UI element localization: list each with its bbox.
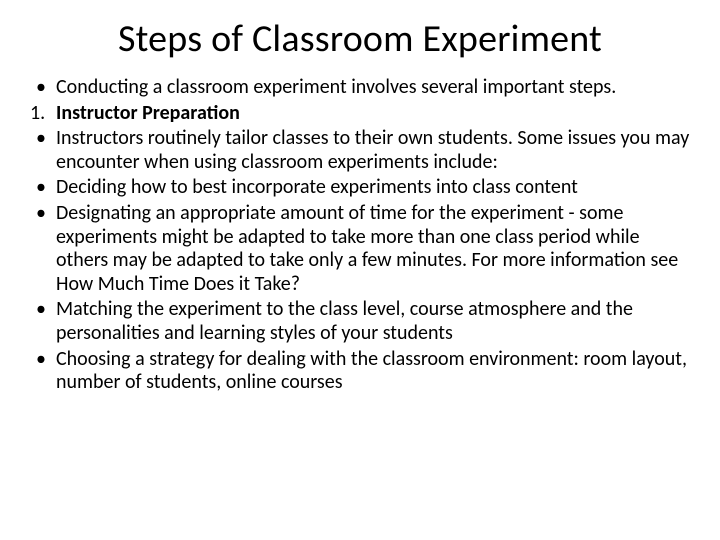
list-item-text: Choosing a strategy for dealing with the… <box>56 348 690 395</box>
list-item: Deciding how to best incorporate experim… <box>30 176 690 200</box>
bullet-icon <box>30 298 56 345</box>
list-item: 1. Instructor Preparation <box>30 102 690 126</box>
bullet-icon <box>30 76 56 100</box>
bullet-icon <box>30 127 56 174</box>
list-item: Conducting a classroom experiment involv… <box>30 76 690 100</box>
list-item-text: Instructors routinely tailor classes to … <box>56 127 690 174</box>
bullet-icon <box>30 348 56 395</box>
list-item: Designating an appropriate amount of tim… <box>30 202 690 296</box>
list-item-text: Designating an appropriate amount of tim… <box>56 202 690 296</box>
list-number: 1. <box>30 102 56 126</box>
list-item-text: Conducting a classroom experiment involv… <box>56 76 690 100</box>
bullet-icon <box>30 176 56 200</box>
slide-body: Conducting a classroom experiment involv… <box>30 76 690 395</box>
list-item: Choosing a strategy for dealing with the… <box>30 348 690 395</box>
slide: Steps of Classroom Experiment Conducting… <box>0 0 720 540</box>
list-item: Instructors routinely tailor classes to … <box>30 127 690 174</box>
list-item-text: Matching the experiment to the class lev… <box>56 298 690 345</box>
bullet-icon <box>30 202 56 296</box>
slide-title: Steps of Classroom Experiment <box>30 16 690 62</box>
list-item-text: Instructor Preparation <box>56 102 690 126</box>
list-item-text: Deciding how to best incorporate experim… <box>56 176 690 200</box>
list-item: Matching the experiment to the class lev… <box>30 298 690 345</box>
